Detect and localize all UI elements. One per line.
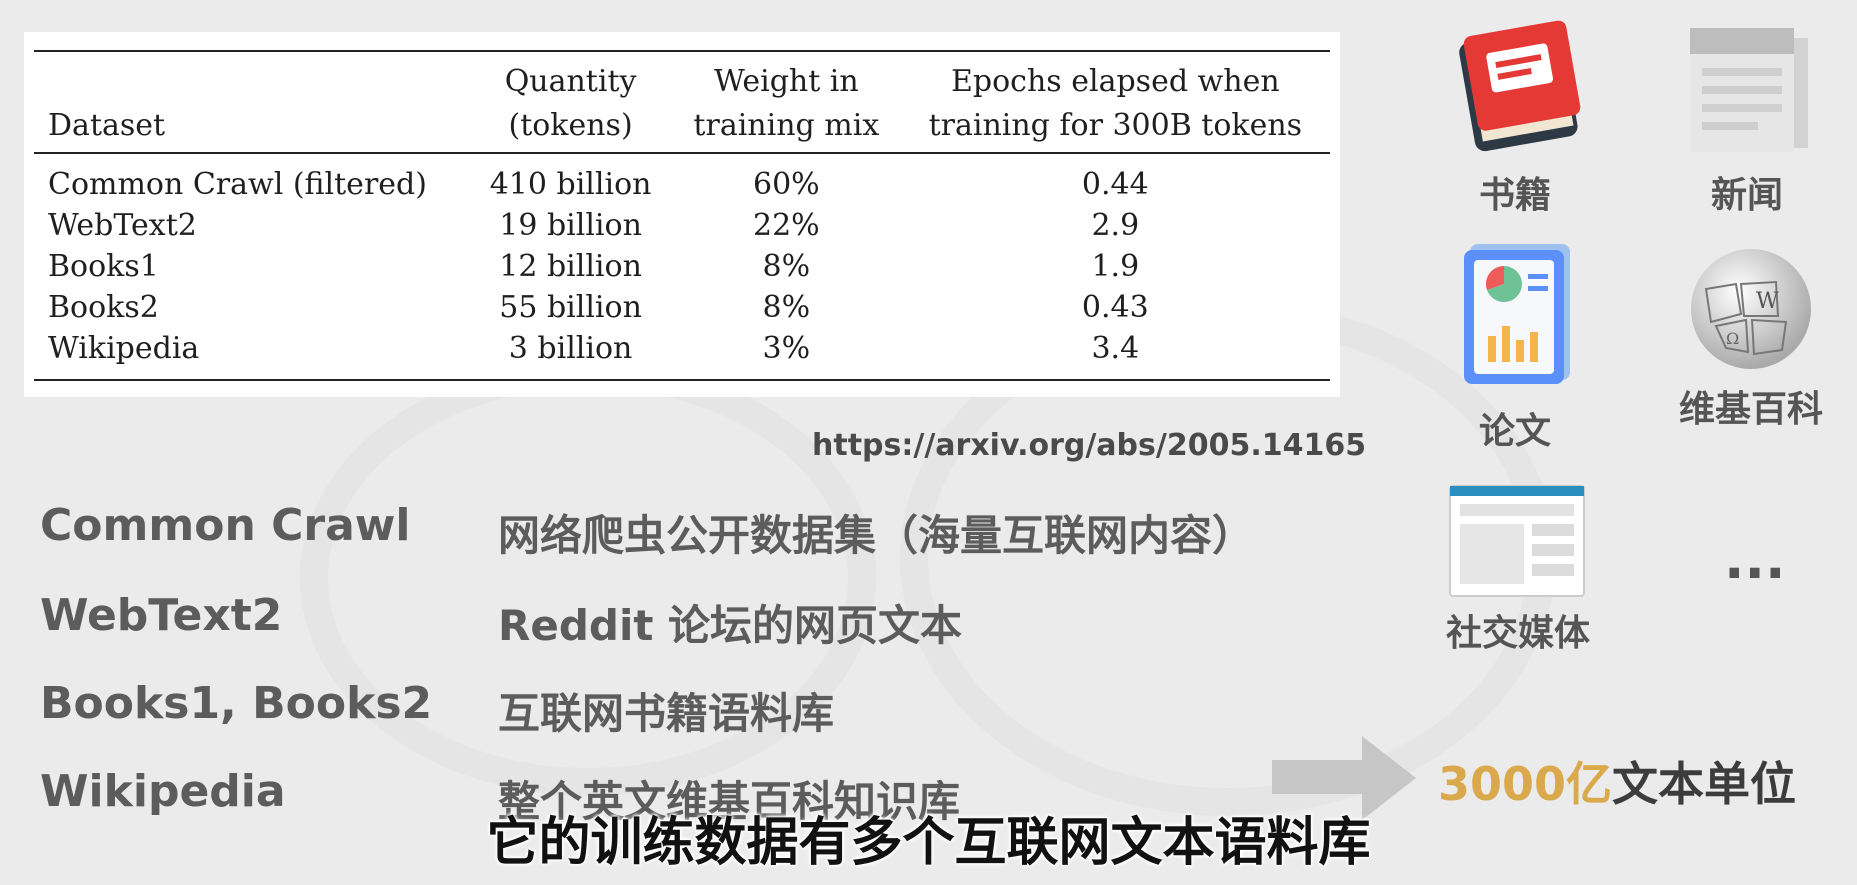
cell-weight: 3% <box>762 331 811 366</box>
cell-quantity: 410 billion <box>489 167 652 202</box>
cell-weight: 22% <box>753 208 820 243</box>
wikipedia-globe-icon: W Ω <box>1691 249 1811 369</box>
paper-chart-icon <box>1464 244 1570 384</box>
cell-dataset: WebText2 <box>48 208 197 243</box>
cell-quantity: 12 billion <box>499 249 642 284</box>
table-row: Books1 12 billion 8% 1.9 <box>34 246 1330 287</box>
cell-epochs: 2.9 <box>1091 208 1140 243</box>
table-header-row: Dataset Quantity (tokens) Weight in traini… <box>34 51 1330 153</box>
desc-name-wikipedia: Wikipedia <box>40 766 286 817</box>
cell-quantity: 3 billion <box>508 331 633 366</box>
cell-dataset: Wikipedia <box>48 331 200 366</box>
social-media-icon <box>1449 485 1585 597</box>
cell-quantity: 19 billion <box>499 208 642 243</box>
header-dataset: Dataset <box>48 108 166 143</box>
cell-weight: 8% <box>762 290 811 325</box>
table-row: WebText2 19 billion 22% 2.9 <box>34 205 1330 246</box>
label-social-media: 社交媒体 <box>1445 613 1590 654</box>
table-row: Common Crawl (filtered) 410 billion 60% … <box>34 153 1330 205</box>
cell-dataset: Books2 <box>48 290 159 325</box>
desc-text-books: 互联网书籍语料库 <box>498 689 835 738</box>
header-quantity: Quantity (tokens) <box>504 64 637 143</box>
label-papers: 论文 <box>1478 411 1551 452</box>
svg-text:W: W <box>1756 289 1779 314</box>
cell-epochs: 0.44 <box>1081 167 1149 202</box>
total-unit: 文本单位 <box>1612 757 1797 811</box>
desc-text-common-crawl: 网络爬虫公开数据集（海量互联网内容） <box>498 511 1255 560</box>
desc-text-wikipedia: 整个英文维基百科知识库 <box>498 777 961 826</box>
dataset-table: Dataset Quantity (tokens) Weight in traini… <box>34 50 1330 381</box>
more-ellipsis: ... <box>1724 528 1786 591</box>
newspaper-icon <box>1690 28 1808 152</box>
dataset-table-card: Dataset Quantity (tokens) Weight in traini… <box>24 32 1340 397</box>
cell-dataset: Common Crawl (filtered) <box>48 167 427 202</box>
cell-epochs: 0.43 <box>1081 290 1149 325</box>
arrow-head-icon <box>1362 736 1416 820</box>
desc-name-webtext2: WebText2 <box>40 590 283 641</box>
source-url: https://arxiv.org/abs/2005.14165 <box>812 428 1367 463</box>
cell-epochs: 1.9 <box>1091 249 1140 284</box>
desc-name-common-crawl: Common Crawl <box>40 500 411 551</box>
table-row: Wikipedia 3 billion 3% 3.4 <box>34 328 1330 380</box>
header-epochs: Epochs elapsed when training for 300B tok… <box>928 64 1303 143</box>
total-tokens: 3000亿文本单位 <box>1438 748 1796 814</box>
video-subtitle: 它的训练数据有多个互联网文本语料库 <box>486 813 1371 873</box>
svg-text:Ω: Ω <box>1726 329 1739 348</box>
cell-weight: 60% <box>753 167 820 202</box>
desc-text-webtext2: Reddit 论坛的网页文本 <box>498 601 963 650</box>
label-books: 书籍 <box>1478 175 1551 216</box>
header-weight: Weight in training mix <box>693 64 880 143</box>
cell-quantity: 55 billion <box>499 290 642 325</box>
book-icon <box>1459 20 1581 152</box>
cell-dataset: Books1 <box>48 249 159 284</box>
total-number: 3000亿 <box>1438 757 1613 811</box>
cell-weight: 8% <box>762 249 811 284</box>
arrow-right-icon <box>1272 760 1368 794</box>
cell-epochs: 3.4 <box>1091 331 1140 366</box>
desc-name-books: Books1, Books2 <box>40 678 433 729</box>
table-row: Books2 55 billion 8% 0.43 <box>34 287 1330 328</box>
label-wikipedia: 维基百科 <box>1678 389 1823 430</box>
label-news: 新闻 <box>1710 175 1783 216</box>
